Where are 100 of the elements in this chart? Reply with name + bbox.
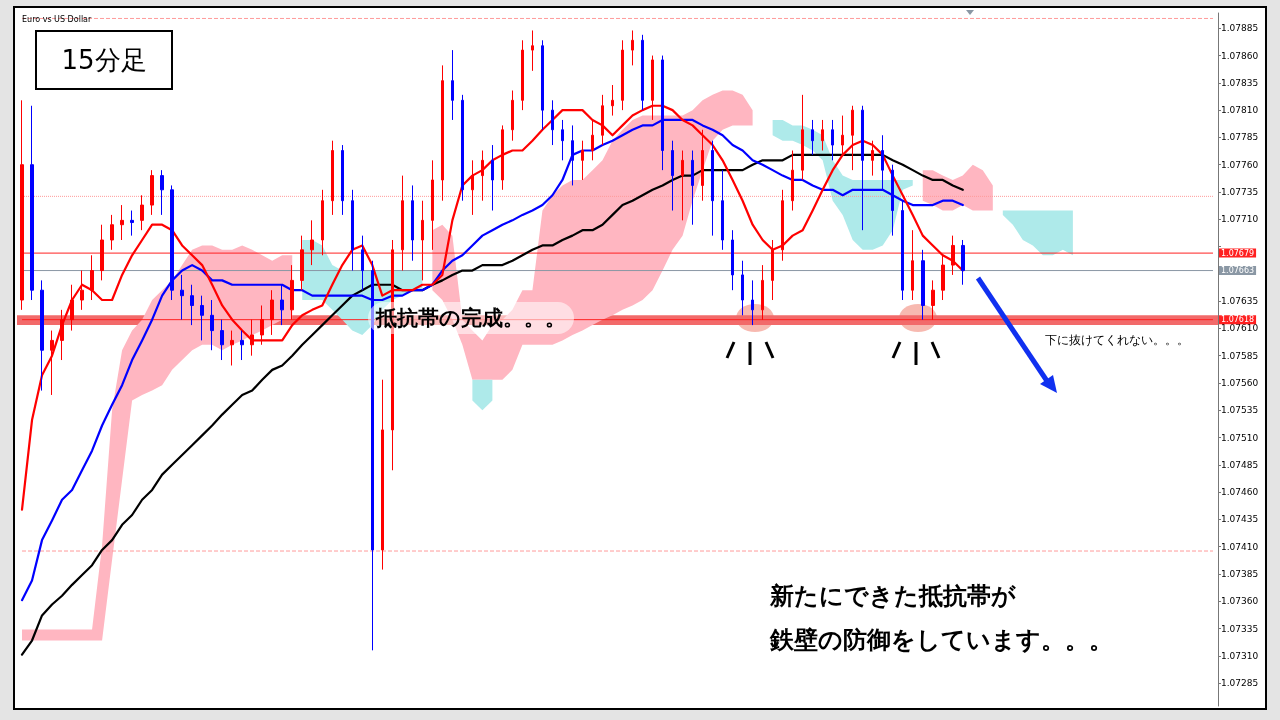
candlestick <box>240 330 244 361</box>
y-tick-label: 1.07885 <box>1221 23 1259 34</box>
candlestick <box>751 279 754 326</box>
y-tick-label: 1.07585 <box>1221 350 1259 361</box>
candlestick <box>441 64 444 202</box>
candlestick <box>581 140 584 181</box>
y-tick-label: 1.07860 <box>1221 50 1259 61</box>
ref-line-label: 1.07679 <box>1221 248 1255 258</box>
candlestick <box>411 184 414 262</box>
candlestick <box>761 264 764 321</box>
candlestick <box>290 264 294 321</box>
annotation: 鉄壁の防御をしています。。。 <box>770 625 1113 656</box>
candlestick <box>511 89 514 142</box>
y-tick-label: 1.07335 <box>1221 623 1259 634</box>
candlestick <box>471 159 474 216</box>
candlestick <box>741 260 744 316</box>
y-tick-label: 1.07510 <box>1221 432 1259 443</box>
candlestick <box>40 279 44 392</box>
candlestick <box>791 150 794 212</box>
candlestick <box>801 94 804 181</box>
candlestick <box>571 124 574 186</box>
candlestick <box>180 274 184 321</box>
y-tick-label: 1.07635 <box>1221 296 1259 307</box>
candlestick <box>431 159 434 251</box>
candlestick <box>711 140 714 237</box>
y-tick-label: 1.07710 <box>1221 214 1259 225</box>
candlestick <box>821 119 824 152</box>
y-tick-label: 1.07460 <box>1221 487 1259 498</box>
candlestick <box>190 284 194 326</box>
candlestick <box>501 124 504 191</box>
candlestick <box>20 99 24 311</box>
candlestick <box>90 254 94 301</box>
candlestick <box>881 134 884 191</box>
candlestick <box>631 29 634 66</box>
y-tick-label: 1.07285 <box>1221 678 1259 689</box>
y-tick-label: 1.07735 <box>1221 186 1259 197</box>
candlestick <box>671 140 674 212</box>
candlestick <box>611 84 614 117</box>
candlestick <box>721 169 724 251</box>
candlestick <box>170 184 174 301</box>
candlestick <box>421 200 424 281</box>
y-tick-label: 1.07810 <box>1221 105 1259 116</box>
y-tick-label: 1.07785 <box>1221 132 1259 143</box>
candlestick <box>731 229 734 291</box>
candlestick <box>461 94 464 202</box>
candlestick <box>931 279 935 321</box>
candlestick <box>491 144 494 212</box>
candlestick <box>80 270 84 311</box>
y-tick-label: 1.07560 <box>1221 377 1259 388</box>
annotation: 新たにできた抵抗帯が <box>770 581 1016 612</box>
candlestick <box>60 309 64 361</box>
candlestick <box>921 249 925 321</box>
candlestick <box>300 235 304 291</box>
candlestick <box>200 295 204 341</box>
candlestick <box>841 115 844 156</box>
candlestick <box>541 39 544 131</box>
candlestick <box>321 189 324 256</box>
candlestick <box>641 34 644 111</box>
candlestick <box>331 140 334 216</box>
candlestick <box>901 200 904 301</box>
candlestick <box>941 254 945 301</box>
candlestick <box>891 164 894 237</box>
candlestick <box>781 189 784 262</box>
annotation: Euro vs US Dollar <box>22 15 92 24</box>
y-tick-label: 1.07835 <box>1221 77 1259 88</box>
candlestick <box>681 150 684 221</box>
candlestick <box>270 289 274 336</box>
candlestick <box>561 119 564 161</box>
candlestick <box>951 235 955 276</box>
candlestick <box>341 144 344 216</box>
candlestick <box>30 105 34 301</box>
candlestick <box>961 239 965 286</box>
candlestick <box>260 304 264 346</box>
candlestick <box>130 210 134 237</box>
y-tick-label: 1.07360 <box>1221 596 1259 607</box>
candlestick <box>691 150 694 226</box>
candlestick <box>220 319 224 361</box>
candlestick <box>551 99 554 146</box>
candlestick <box>401 175 404 272</box>
candlestick <box>771 239 774 301</box>
candlestick <box>50 330 54 396</box>
candlestick <box>100 224 104 281</box>
candlestick <box>591 119 594 161</box>
y-tick-label: 1.07435 <box>1221 514 1259 525</box>
candlestick <box>531 29 534 72</box>
annotation: 抵抗帯の完成。。。 <box>368 302 574 334</box>
y-tick-label: 1.07310 <box>1221 650 1259 661</box>
y-tick-label: 1.07485 <box>1221 459 1259 470</box>
candlestick <box>160 169 164 216</box>
candlestick <box>110 214 114 251</box>
y-tick-label: 1.07535 <box>1221 405 1259 416</box>
candlestick <box>451 49 454 121</box>
candlestick <box>871 140 874 177</box>
candlestick <box>361 235 364 291</box>
y-tick-label: 1.07760 <box>1221 159 1259 170</box>
candlestick <box>140 194 144 231</box>
candlestick <box>481 150 484 202</box>
candlestick <box>70 284 74 332</box>
candlestick <box>230 330 234 366</box>
candlestick <box>621 39 624 111</box>
